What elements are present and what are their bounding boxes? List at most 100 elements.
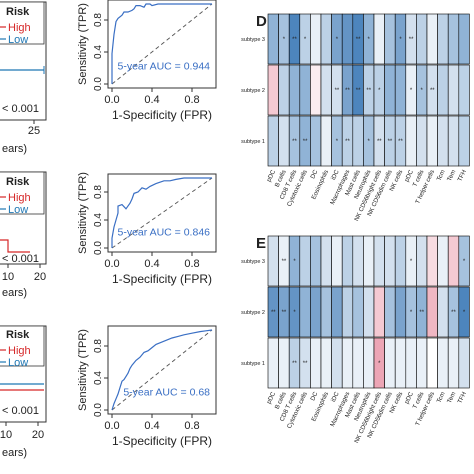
- heatmap-column-label: Tem: [446, 391, 457, 405]
- heatmap-cell: [426, 235, 438, 287]
- roc-diagonal: [111, 177, 213, 249]
- roc-y-axis-label: Sensitivity (TPR): [77, 172, 89, 254]
- heatmap-cell: [352, 115, 364, 167]
- km-legend-low: Low: [8, 357, 28, 369]
- heatmap-cell: [384, 286, 396, 338]
- km-panel-top: Risk High Low < 0.001 25 ears): [0, 1, 47, 155]
- roc-y-tick-label: 0.0: [93, 77, 104, 91]
- roc-x-tick-label: 0.0: [104, 94, 119, 106]
- roc-y-tick-label: 0.8: [93, 13, 104, 27]
- heatmap-cell: [299, 235, 311, 287]
- heatmap-row-label: subtype 2: [241, 310, 265, 316]
- heatmap-cell: [267, 64, 279, 116]
- roc-curve: [111, 3, 212, 84]
- heatmap-significance: **: [303, 139, 308, 145]
- heatmap-cell: [299, 64, 311, 116]
- roc-x-tick-label: 0.8: [184, 94, 199, 106]
- heatmap-row-label: subtype 1: [241, 361, 265, 367]
- heatmap-significance: **: [430, 88, 435, 94]
- km-legend-title: Risk: [6, 176, 30, 188]
- heatmap-cell: [363, 337, 375, 389]
- heatmap-cell: [310, 115, 322, 167]
- heatmap-significance: **: [451, 310, 456, 316]
- heatmap-cell: [447, 115, 460, 167]
- heatmap-cell: [373, 13, 385, 65]
- heatmap-cell: [458, 64, 470, 116]
- heatmap-row-label: subtype 3: [241, 37, 265, 43]
- heatmap-cell: [310, 13, 322, 65]
- roc-y-tick-label: 0.8: [93, 185, 104, 199]
- heatmap-significance: *: [378, 88, 381, 94]
- heatmap-cell: [437, 13, 449, 65]
- heatmap-cell: [352, 337, 364, 389]
- heatmap-significance: **: [388, 139, 393, 145]
- panel-letter-e: E: [256, 235, 266, 252]
- roc-frame: [107, 173, 217, 253]
- km-legend-title: Risk: [6, 329, 30, 341]
- heatmap-significance: **: [292, 37, 297, 43]
- heatmap-cell: [458, 13, 470, 65]
- heatmap-column-label: pDC: [403, 390, 415, 405]
- heatmap-cell: [416, 235, 428, 287]
- heatmap-significance: **: [345, 88, 350, 94]
- roc-y-tick-label: 0.4: [93, 371, 104, 385]
- heatmap-cell: [384, 13, 396, 65]
- roc-diagonal: [111, 329, 213, 411]
- roc-diagonal: [111, 3, 213, 85]
- heatmap-significance: **: [282, 259, 287, 265]
- km-pvalue: < 0.001: [2, 253, 39, 265]
- heatmap-cell: [320, 235, 332, 287]
- roc-x-axis-label: 1-Specificity (FPR): [112, 272, 212, 286]
- heatmap-cell: [310, 337, 322, 389]
- heatmap-column-label: Tem: [446, 169, 457, 183]
- heatmap-cell: [267, 13, 279, 65]
- heatmap-cell: [310, 235, 322, 287]
- km-pvalue: < 0.001: [2, 405, 39, 417]
- heatmap-significance: **: [335, 88, 340, 94]
- roc-y-axis-label: Sensitivity (TPR): [77, 3, 89, 85]
- km-xlabel: ears): [2, 287, 27, 299]
- heatmap-cell: [331, 337, 343, 389]
- heatmap-cell: [373, 235, 385, 287]
- heatmap-cell: [384, 337, 396, 389]
- heatmap-cell: [352, 235, 364, 287]
- heatmap-row-label: subtype 1: [241, 139, 265, 145]
- heatmap-significance: *: [293, 259, 296, 265]
- roc-auc-label: 5-year AUC = 0.68: [123, 387, 210, 399]
- heatmap-significance: **: [303, 361, 308, 367]
- heatmap-cell: [373, 286, 385, 338]
- heatmap-cell: [341, 13, 354, 65]
- km-legend-high: High: [8, 192, 31, 204]
- roc-y-tick-label: 0.4: [93, 45, 104, 59]
- heatmap-cell: [320, 286, 332, 338]
- roc-x-axis-label: 1-Specificity (FPR): [112, 108, 212, 122]
- km-tick-label: 20: [34, 271, 46, 283]
- km-tick-label: 25: [28, 125, 40, 137]
- heatmap-significance: **: [356, 37, 361, 43]
- roc-y-axis-label: Sensitivity (TPR): [77, 329, 89, 411]
- heatmap-significance: **: [292, 139, 297, 145]
- heatmap-cell: [310, 64, 322, 116]
- heatmap-cell: [299, 286, 311, 338]
- km-curve-high: [0, 239, 30, 253]
- roc-y-tick-label: 0.0: [93, 241, 104, 255]
- km-xlabel: ears): [2, 143, 27, 155]
- heatmap-cell: [384, 235, 396, 287]
- roc-x-axis-label: 1-Specificity (FPR): [112, 434, 212, 448]
- km-legend-low: Low: [8, 34, 28, 46]
- heatmap-column-label: iDC: [330, 390, 341, 403]
- heatmap-cell: [458, 235, 470, 287]
- heatmap-cell: [267, 235, 279, 287]
- heatmap-cell: [267, 115, 279, 167]
- heatmap-cell: [320, 337, 332, 389]
- roc-x-tick-label: 0.0: [104, 258, 119, 270]
- km-tick-label: 10: [0, 429, 12, 441]
- heatmap-cell: [278, 115, 290, 167]
- heatmap-cell: [447, 13, 460, 65]
- heatmap-cell: [363, 286, 375, 338]
- heatmap-cell: [437, 115, 449, 167]
- heatmap-cell: [384, 64, 396, 116]
- km-tick-label: 10: [2, 271, 14, 283]
- heatmap-cell: [394, 235, 407, 287]
- heatmap-cell: [437, 286, 449, 338]
